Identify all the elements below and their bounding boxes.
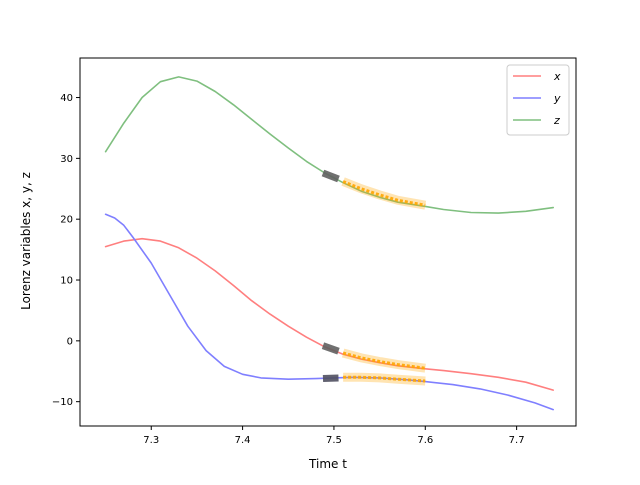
legend-box — [506, 64, 570, 136]
x-tick-label: 7.6 — [417, 435, 433, 446]
y-tick-label: 10 — [60, 276, 73, 287]
highlight-line-x — [342, 351, 426, 370]
x-tick-label: 7.3 — [143, 435, 159, 446]
series-line-z — [104, 76, 555, 214]
x-tick-label: 7.7 — [509, 435, 525, 446]
y-tick-label: −10 — [52, 397, 73, 408]
y-tick-label: 0 — [67, 336, 73, 347]
x-tick-label: 7.4 — [235, 435, 251, 446]
legend-label-x: x — [553, 70, 561, 83]
legend: xyz — [506, 64, 570, 136]
y-tick-label: 30 — [60, 154, 73, 165]
y-tick-label: 40 — [60, 93, 73, 104]
axes-frame — [79, 57, 577, 427]
marker-segment-x — [321, 342, 340, 355]
y-tick-label: 20 — [60, 215, 73, 226]
x-axis-ticks: 7.3 7.4 7.5 7.6 7.7 — [143, 426, 525, 446]
y-axis-label: Lorenz variables x, y, z — [19, 172, 33, 310]
series-line-y — [104, 213, 555, 411]
series-line-x — [104, 237, 555, 391]
axes-border — [79, 57, 577, 427]
x-tick-label: 7.5 — [326, 435, 342, 446]
y-axis-ticks: −10 0 10 20 30 40 — [52, 93, 80, 408]
legend-label-y: y — [553, 92, 561, 105]
marker-segment-y — [322, 374, 339, 383]
highlight-line-z — [342, 180, 426, 207]
marker-segment-z — [321, 169, 340, 183]
legend-label-z: z — [553, 114, 560, 127]
plot-area — [104, 76, 555, 411]
x-axis-label: Time t — [308, 457, 347, 471]
highlight-line-y — [343, 375, 426, 383]
